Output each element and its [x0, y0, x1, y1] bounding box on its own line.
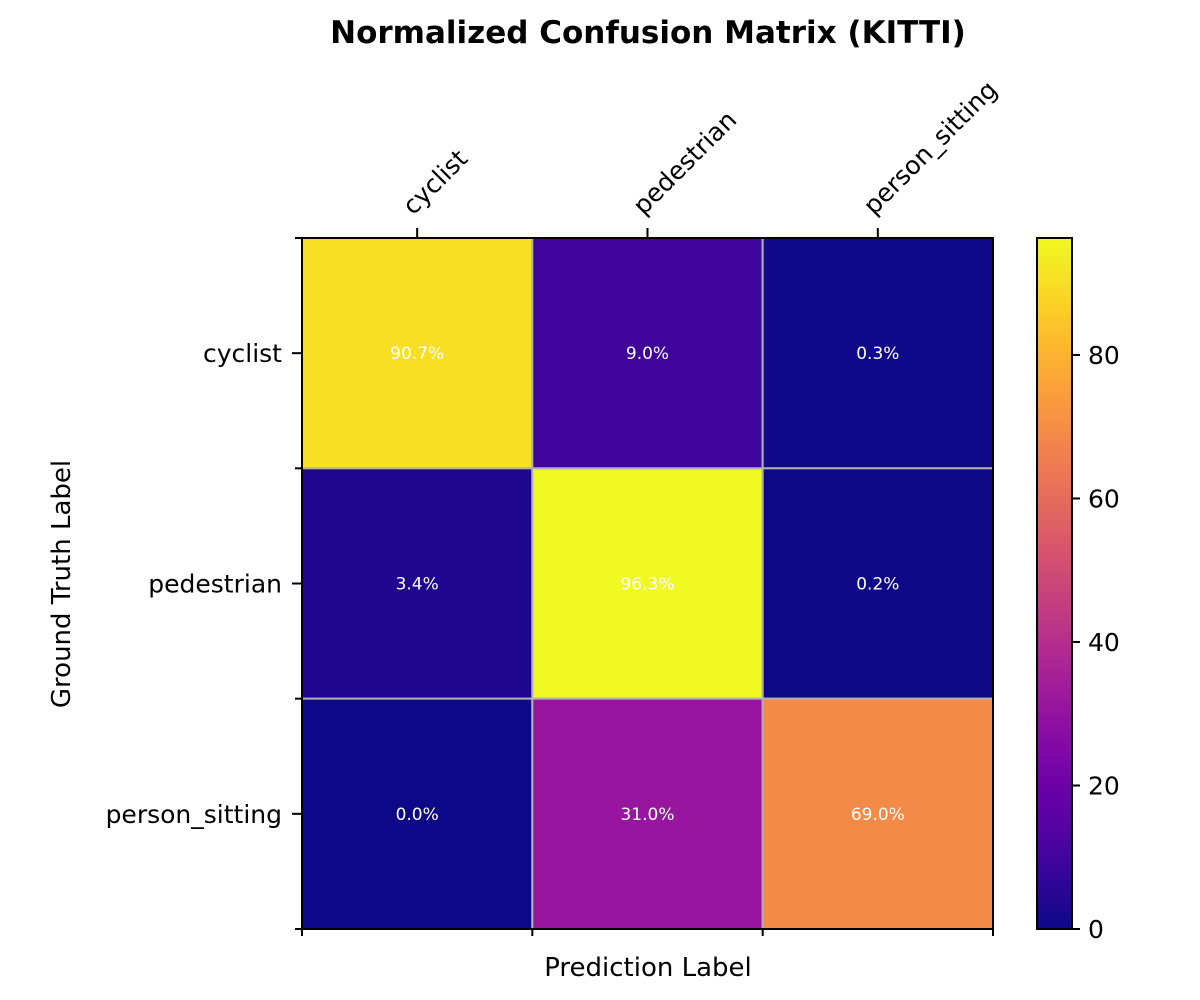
cell-value-label: 96.3% [620, 575, 674, 595]
cell-value-label: 69.0% [851, 805, 905, 825]
y-axis-label: Ground Truth Label [47, 460, 77, 708]
x-tick-label: person_sitting [858, 75, 1003, 220]
cell-value-label: 31.0% [620, 805, 674, 825]
colorbar-ticks: 0 20 40 60 80 [1072, 341, 1120, 944]
heatmap-cells: 90.7% 9.0% 0.3% 3.4% 96.3% 0.2% 0.0% 31.0% 69.0% [301, 237, 995, 931]
heatmap-cell [531, 467, 764, 700]
colorbar-tick-label: 0 [1088, 915, 1104, 944]
cell-value-label: 0.3% [856, 344, 899, 364]
y-tick-label: person_sitting [106, 800, 282, 829]
x-tick-label: cyclist [397, 144, 474, 221]
chart-title: Normalized Confusion Matrix (KITTI) [330, 15, 966, 51]
heatmap-cell [531, 697, 764, 931]
y-tick-label: cyclist [203, 339, 282, 368]
heatmap-cell [761, 467, 995, 700]
heatmap-cell [301, 237, 534, 470]
cell-value-label: 9.0% [626, 344, 669, 364]
cell-value-label: 3.4% [396, 575, 439, 595]
cell-value-label: 90.7% [390, 344, 444, 364]
x-tick-label: pedestrian [627, 105, 742, 220]
colorbar-tick-label: 80 [1088, 341, 1120, 370]
colorbar-tick-label: 40 [1088, 628, 1120, 657]
x-axis-label: Prediction Label [544, 953, 752, 983]
y-tick-label: pedestrian [148, 570, 282, 599]
y-axis-ticks: cyclist pedestrian person_sitting [106, 237, 302, 930]
cell-value-label: 0.0% [396, 805, 439, 825]
colorbar-tick-label: 20 [1088, 771, 1120, 800]
heatmap-cell [531, 237, 764, 470]
colorbar-tick-label: 60 [1088, 484, 1120, 513]
cell-value-label: 0.2% [856, 575, 899, 595]
heatmap-cell [301, 467, 534, 700]
colorbar [1036, 237, 1073, 930]
